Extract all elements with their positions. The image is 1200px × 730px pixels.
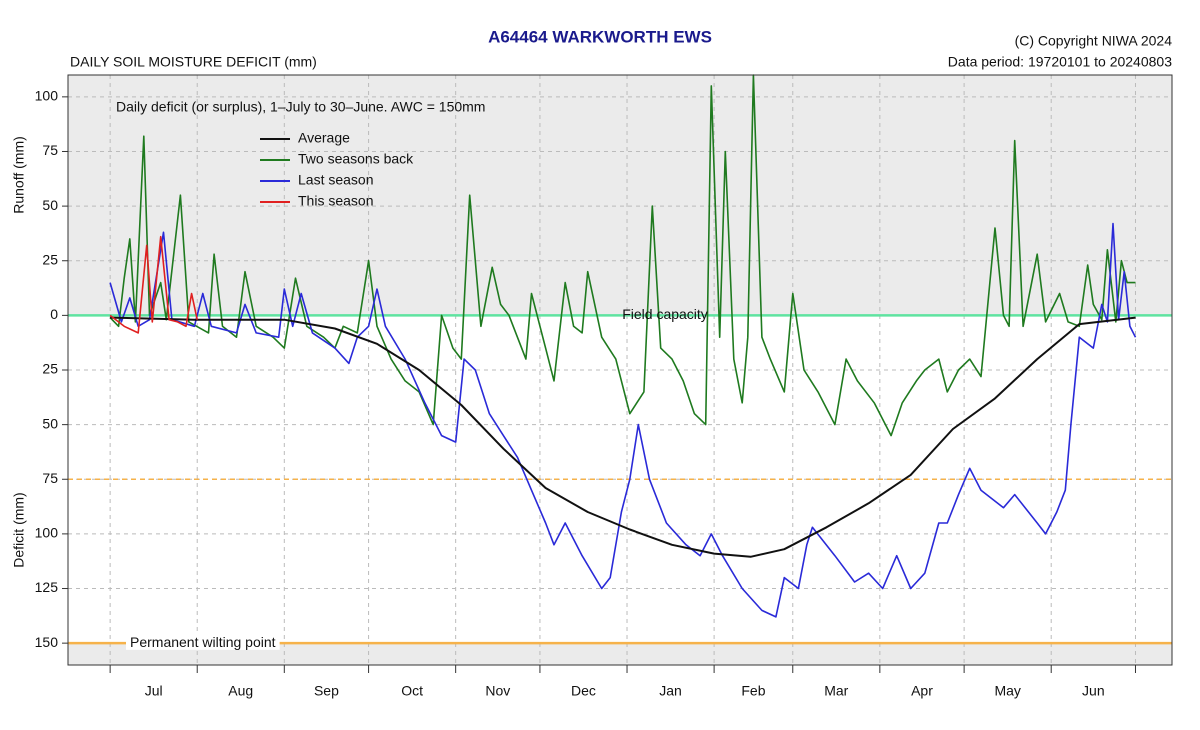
x-tick-label: Apr <box>911 683 933 699</box>
y-tick-label: 150 <box>35 634 59 650</box>
x-tick-label: Feb <box>741 683 765 699</box>
series-line <box>109 74 1136 437</box>
x-tick-label: Dec <box>571 683 596 699</box>
chart-title: A64464 WARKWORTH EWS <box>488 27 712 46</box>
copyright: (C) Copyright NIWA 2024 <box>1015 33 1173 49</box>
x-tick-label: Jul <box>145 683 163 699</box>
x-tick-label: May <box>994 683 1020 699</box>
y-tick-label: 50 <box>42 415 58 431</box>
data-period: Data period: 19720101 to 20240803 <box>948 54 1172 70</box>
x-tick-label: Jun <box>1082 683 1105 699</box>
series-line <box>109 235 198 334</box>
y-tick-label: 25 <box>42 251 58 267</box>
y-tick-label: 0 <box>50 306 58 322</box>
runoff-shade <box>68 75 1172 316</box>
legend-label: Last season <box>298 172 374 188</box>
below-wilting-shade <box>68 643 1172 665</box>
legend-label: This season <box>298 193 373 209</box>
legend-label: Average <box>298 130 350 146</box>
y-tick-label: 25 <box>42 361 58 377</box>
x-tick-label: Nov <box>485 683 510 699</box>
y-tick-label: 75 <box>42 470 58 486</box>
reference-label-bg <box>126 633 280 650</box>
y-axis-label-bottom: Deficit (mm) <box>11 492 27 567</box>
y-tick-label: 50 <box>42 197 58 213</box>
x-tick-label: Jan <box>659 683 682 699</box>
y-tick-label: 75 <box>42 142 58 158</box>
y-axis-label-top: Runoff (mm) <box>11 136 27 214</box>
y-tick-label: 100 <box>35 88 59 104</box>
annotation: Daily deficit (or surplus), 1–July to 30… <box>116 99 485 115</box>
series-line <box>110 316 1136 558</box>
y-tick-label: 100 <box>35 525 59 541</box>
x-tick-label: Oct <box>401 683 423 699</box>
reference-label: Field capacity <box>622 306 708 322</box>
series-line <box>109 222 1137 618</box>
x-tick-label: Sep <box>314 683 339 699</box>
plot-frame <box>67 74 1173 666</box>
reference-label: Permanent wilting point <box>130 634 276 650</box>
subtitle: DAILY SOIL MOISTURE DEFICIT (mm) <box>70 54 317 70</box>
legend-label: Two seasons back <box>298 151 414 167</box>
x-tick-label: Aug <box>228 683 253 699</box>
x-tick-label: Mar <box>824 683 848 699</box>
y-tick-label: 125 <box>35 579 59 595</box>
